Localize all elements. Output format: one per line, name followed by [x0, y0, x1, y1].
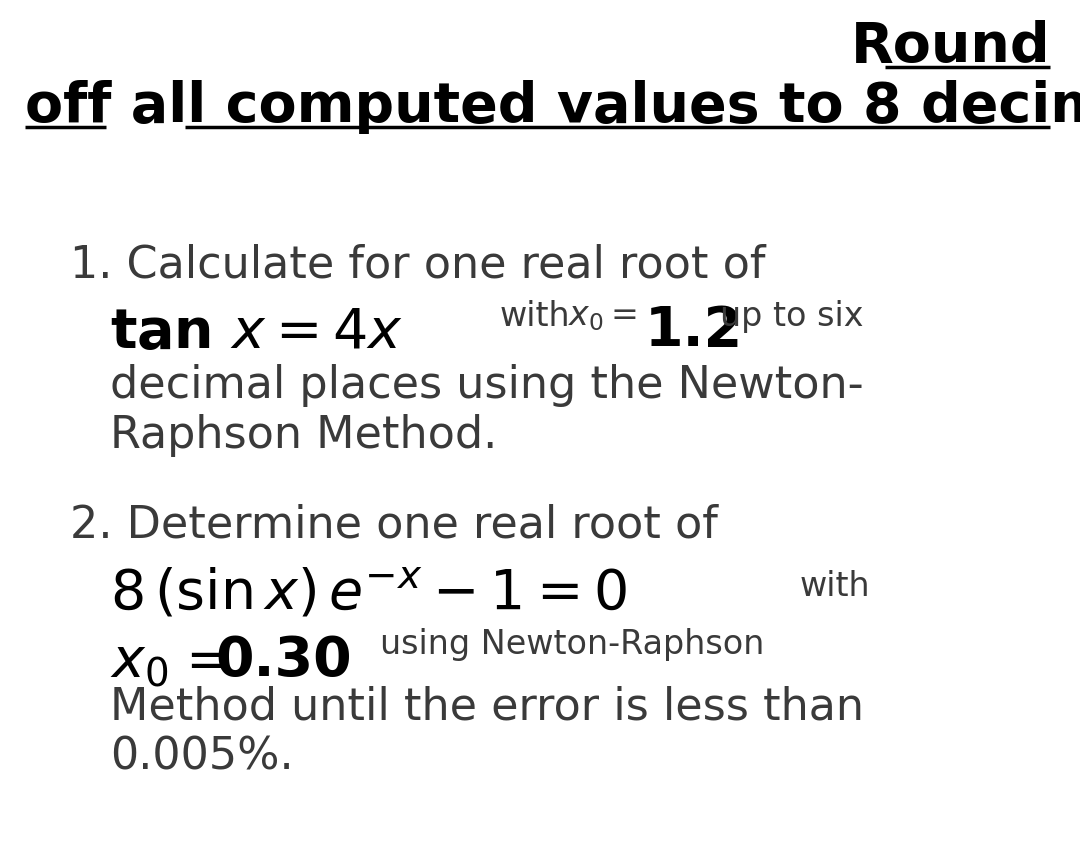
- Text: $x_0 =$: $x_0 =$: [568, 300, 637, 333]
- Text: $=$: $=$: [175, 634, 229, 688]
- Text: Round: Round: [850, 20, 1050, 74]
- Text: off all computed values to 8 decimal places.: off all computed values to 8 decimal pla…: [25, 80, 1080, 134]
- Text: decimal places using the Newton-: decimal places using the Newton-: [110, 364, 864, 407]
- Text: 2. Determine one real root of: 2. Determine one real root of: [70, 504, 718, 547]
- Text: with: with: [500, 300, 570, 333]
- Text: using Newton-Raphson: using Newton-Raphson: [380, 628, 765, 661]
- Text: 0.30: 0.30: [215, 634, 352, 688]
- Text: up to six: up to six: [720, 300, 864, 333]
- Text: $8\,(\sin x)\,e^{-x} - 1 = 0$: $8\,(\sin x)\,e^{-x} - 1 = 0$: [110, 566, 627, 620]
- Text: with: with: [800, 570, 870, 603]
- Text: 1.2: 1.2: [645, 304, 743, 358]
- Text: $\mathbf{tan}\ x = 4x$: $\mathbf{tan}\ x = 4x$: [110, 306, 403, 360]
- Text: 0.005%.: 0.005%.: [110, 736, 294, 779]
- Text: Raphson Method.: Raphson Method.: [110, 414, 497, 457]
- Text: $x_0$: $x_0$: [110, 634, 168, 688]
- Text: 1. Calculate for one real root of: 1. Calculate for one real root of: [70, 244, 766, 287]
- Text: Method until the error is less than: Method until the error is less than: [110, 686, 864, 729]
